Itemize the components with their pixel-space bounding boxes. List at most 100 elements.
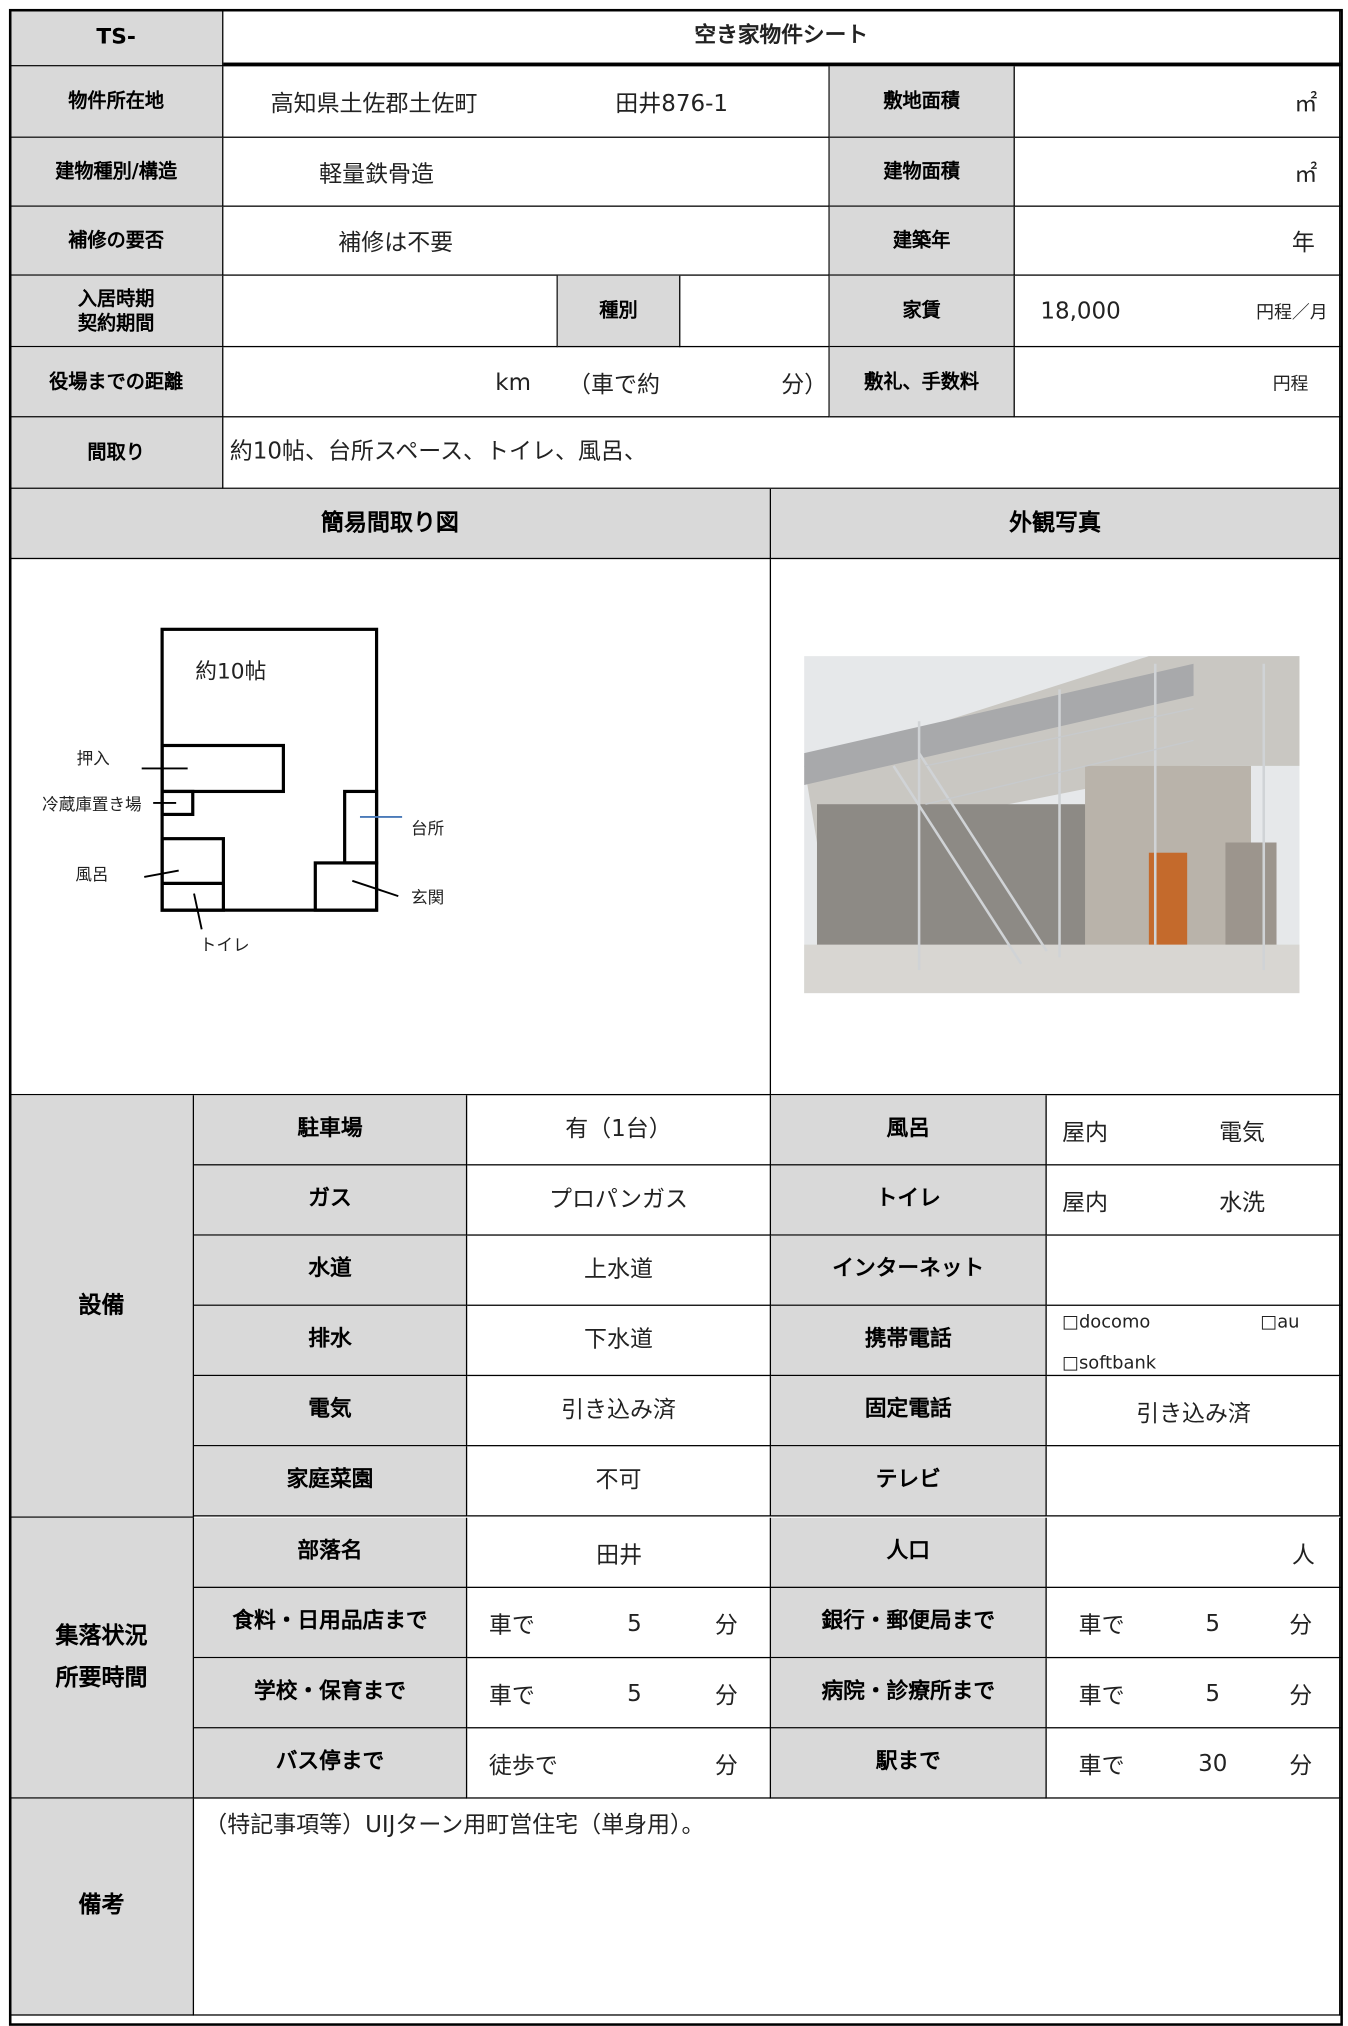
item-value-text: 引き込み済 — [561, 1396, 676, 1424]
item-label-text: ガス — [308, 1186, 352, 1212]
item-value: プロパンガス — [467, 1165, 772, 1236]
field-label: 建築年 — [829, 206, 1015, 276]
item-label: インターネット — [771, 1235, 1047, 1306]
item-value-text: □softbank — [1062, 1353, 1157, 1374]
section-header: 外観写真 — [771, 488, 1341, 560]
item-value — [1046, 1165, 1341, 1236]
item-value-text: 電気 — [1219, 1118, 1266, 1146]
item-label: テレビ — [771, 1446, 1047, 1517]
remarks-text: （特記事項等）UIJターン用町営住宅（単身用）。 — [194, 1798, 1341, 2016]
item-label: 駅まで — [771, 1728, 1047, 1799]
item-value: 不可 — [467, 1446, 772, 1517]
field-label: 家賃 — [829, 275, 1015, 348]
field-label-text: 役場までの距離 — [49, 369, 184, 393]
item-value-text: 5 — [627, 1679, 642, 1707]
item-value — [1046, 1305, 1341, 1377]
field-value: 約10帖、台所スペース、トイレ、風呂、 — [223, 417, 1341, 489]
item-value-text: 5 — [627, 1609, 642, 1637]
item-value-text: プロパンガス — [548, 1185, 688, 1213]
item-value — [467, 1517, 772, 1588]
field-value — [1014, 275, 1341, 348]
field-value — [1014, 347, 1341, 418]
item-label: 銀行・郵便局まで — [771, 1587, 1047, 1659]
item-label: 固定電話 — [771, 1376, 1047, 1447]
item-value-text: 屋内 — [1062, 1189, 1109, 1216]
field-label-text: 種別 — [599, 298, 638, 322]
item-label-text: 学校・保育まで — [254, 1679, 406, 1705]
item-value-text: 車で — [488, 1611, 535, 1639]
field-label-text: 敷地面積 — [883, 89, 960, 113]
item-value — [1046, 1587, 1341, 1659]
field-label: 建物面積 — [829, 137, 1015, 207]
field-label: 補修の要否 — [10, 206, 224, 276]
rent: 18,000 — [1040, 298, 1121, 325]
item-value-text: 30 — [1198, 1750, 1228, 1777]
item-label: 水道 — [194, 1235, 468, 1306]
field-label-text: 建築年 — [892, 228, 951, 252]
address: 田井876-1 — [615, 90, 729, 118]
code: TS- — [10, 10, 224, 67]
item-value-text: 引き込み済 — [1136, 1399, 1251, 1427]
item-label: ガス — [194, 1165, 468, 1236]
field-label-text: 建物種別/構造 — [55, 159, 178, 183]
field-value — [1014, 206, 1341, 276]
field-value — [223, 137, 830, 207]
item-value: 下水道 — [467, 1305, 772, 1377]
title-text: 空き家物件シート — [694, 22, 869, 49]
code-text: TS- — [96, 24, 136, 50]
item-value-text: 5 — [1205, 1609, 1221, 1637]
distance-text: （車で約 — [568, 370, 660, 398]
repair: 補修は不要 — [338, 229, 454, 257]
item-value-text: 分 — [1289, 1681, 1313, 1709]
item-label: 人口 — [771, 1517, 1047, 1588]
unit: ㎡ — [1294, 160, 1318, 188]
item-value — [1046, 1095, 1341, 1166]
group-label-text: 設備 — [78, 1291, 125, 1319]
item-label: 駐車場 — [194, 1095, 468, 1166]
item-label-text: バス停まで — [275, 1749, 385, 1775]
field-label: 役場までの距離 — [10, 347, 224, 418]
group-label: 備考 — [10, 1798, 195, 2016]
field-label: 物件所在地 — [10, 66, 224, 138]
item-value — [1046, 1376, 1341, 1447]
item-value-text: 分 — [1289, 1752, 1313, 1779]
item-value-text: 徒歩で — [488, 1752, 558, 1779]
field-value — [223, 347, 830, 418]
item-value-text: 水洗 — [1219, 1189, 1266, 1216]
item-value: 上水道 — [467, 1235, 772, 1306]
field-value — [223, 206, 830, 276]
item-value-text: 分 — [714, 1752, 738, 1779]
unit: 円程 — [1272, 373, 1309, 394]
item-label: バス停まで — [194, 1728, 468, 1799]
item-label-text: 水道 — [308, 1256, 352, 1283]
item-label-text: インターネット — [832, 1256, 985, 1283]
item-label: 電気 — [194, 1376, 468, 1447]
item-label-text: 駅まで — [875, 1749, 941, 1775]
item-label-text: 部落名 — [297, 1538, 363, 1565]
item-value: 引き込み済 — [467, 1376, 772, 1447]
field-label-text: 補修の要否 — [68, 228, 165, 252]
section-header: 簡易間取り図 — [10, 488, 772, 560]
unit: 円程／月 — [1256, 302, 1328, 323]
structure: 軽量鉄骨造 — [319, 160, 435, 188]
group-label-text: 所要時間 — [55, 1663, 148, 1691]
item-value-text: 分 — [714, 1611, 738, 1639]
distance-unit: km — [495, 368, 531, 396]
item-label: 排水 — [194, 1305, 468, 1377]
item-value: 有（1台） — [467, 1095, 772, 1166]
address: 高知県土佐郡土佐町 — [270, 90, 478, 118]
group-label-text: 備考 — [78, 1892, 125, 1919]
field-label: 建物種別/構造 — [10, 137, 224, 207]
item-value-text: 下水道 — [584, 1325, 653, 1353]
item-value-text: 分 — [714, 1681, 738, 1709]
remarks-text-text: （特記事項等）UIJターン用町営住宅（単身用）。 — [204, 1811, 705, 1839]
section-header-text: 簡易間取り図 — [321, 509, 459, 536]
unit: ㎡ — [1294, 90, 1318, 118]
item-value-text: 車で — [1078, 1681, 1125, 1709]
item-value — [1046, 1517, 1341, 1588]
field-label: 間取り — [10, 417, 224, 489]
group-label: 設備 — [10, 1095, 195, 1518]
item-label: トイレ — [771, 1165, 1047, 1236]
